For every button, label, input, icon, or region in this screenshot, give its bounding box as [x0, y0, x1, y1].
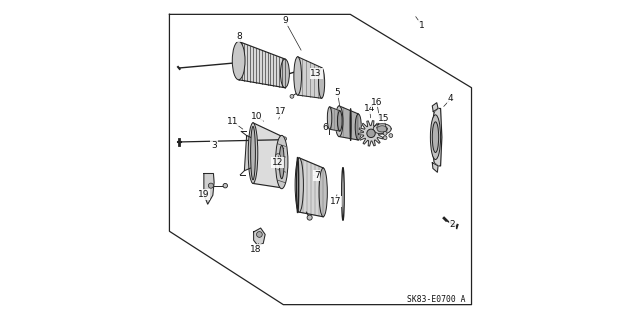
Circle shape: [307, 215, 312, 220]
Polygon shape: [239, 41, 285, 88]
Polygon shape: [300, 158, 323, 217]
Text: 10: 10: [251, 112, 262, 121]
Text: 7: 7: [314, 171, 320, 180]
Ellipse shape: [327, 107, 332, 129]
Text: 6: 6: [323, 123, 328, 132]
Ellipse shape: [367, 129, 375, 137]
Text: 5: 5: [335, 88, 340, 97]
Text: 14: 14: [364, 104, 375, 113]
Circle shape: [383, 131, 387, 135]
Ellipse shape: [248, 123, 258, 183]
Text: 17: 17: [330, 197, 341, 206]
Circle shape: [283, 137, 287, 141]
Circle shape: [389, 134, 393, 137]
Polygon shape: [298, 57, 321, 98]
Polygon shape: [432, 163, 438, 172]
Circle shape: [223, 183, 227, 188]
Text: 1: 1: [419, 21, 425, 30]
Polygon shape: [373, 124, 391, 134]
Text: 19: 19: [198, 190, 209, 199]
Ellipse shape: [279, 145, 284, 179]
Text: 2: 2: [449, 220, 455, 229]
Ellipse shape: [355, 114, 362, 140]
Text: 15: 15: [378, 114, 390, 122]
Circle shape: [290, 94, 294, 98]
Circle shape: [257, 232, 262, 237]
Text: 12: 12: [272, 158, 284, 167]
Text: 18: 18: [250, 245, 262, 254]
Text: 13: 13: [310, 69, 322, 78]
Ellipse shape: [319, 168, 327, 217]
Text: 17: 17: [275, 107, 287, 116]
Ellipse shape: [337, 111, 342, 131]
Circle shape: [275, 154, 280, 159]
Polygon shape: [204, 174, 214, 204]
Text: 9: 9: [282, 16, 288, 25]
Ellipse shape: [337, 115, 341, 127]
Ellipse shape: [319, 68, 324, 98]
Circle shape: [209, 183, 214, 188]
Polygon shape: [330, 107, 340, 131]
Polygon shape: [432, 103, 438, 112]
Ellipse shape: [335, 106, 343, 137]
Circle shape: [327, 125, 330, 127]
Ellipse shape: [280, 59, 289, 88]
Polygon shape: [377, 126, 387, 132]
Ellipse shape: [294, 57, 301, 95]
Ellipse shape: [295, 158, 303, 212]
Circle shape: [383, 136, 387, 140]
Text: 3: 3: [211, 141, 217, 150]
Circle shape: [326, 123, 332, 129]
Text: 16: 16: [371, 98, 383, 107]
Polygon shape: [431, 108, 442, 166]
Ellipse shape: [278, 136, 285, 188]
Polygon shape: [253, 123, 282, 188]
Ellipse shape: [275, 135, 288, 189]
Text: 8: 8: [237, 32, 243, 41]
Ellipse shape: [232, 41, 245, 80]
Text: 11: 11: [227, 117, 238, 126]
Polygon shape: [253, 228, 265, 246]
Ellipse shape: [430, 115, 440, 160]
Text: 4: 4: [448, 94, 454, 103]
Text: SK83-E0700 A: SK83-E0700 A: [406, 295, 465, 304]
Polygon shape: [358, 121, 384, 146]
Polygon shape: [244, 136, 254, 171]
Ellipse shape: [251, 126, 255, 180]
Polygon shape: [339, 106, 358, 140]
Ellipse shape: [432, 122, 438, 152]
